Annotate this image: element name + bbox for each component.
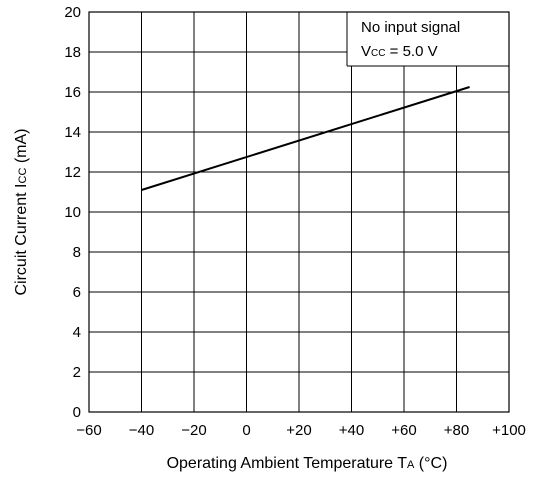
y-axis-label-text: Circuit Current (13, 188, 30, 296)
annotation-background (347, 12, 509, 66)
series-layer (141, 86, 470, 191)
y-axis-label-symbol: I (13, 183, 30, 187)
x-tick-label: +40 (339, 422, 364, 439)
y-axis-label-unit: (mA) (13, 128, 30, 167)
x-tick-label: −60 (76, 422, 101, 439)
y-tick-label: 4 (73, 324, 81, 341)
annotation-subscript: CC (371, 48, 385, 59)
y-axis-label: Circuit Current ICC (mA) (13, 128, 30, 295)
x-tick-label: 0 (242, 422, 250, 439)
y-tick-label: 14 (64, 124, 81, 141)
y-tick-label: 2 (73, 364, 81, 381)
grid-lines (89, 12, 509, 412)
x-axis-label: Operating Ambient Temperature TA (°C) (167, 455, 448, 472)
x-axis-label-unit: (°C) (414, 455, 447, 472)
axis-labels: Operating Ambient Temperature TA (°C) Cir… (13, 128, 447, 472)
plot-frame (88, 11, 510, 413)
x-tick-label: +60 (391, 422, 416, 439)
y-tick-label: 8 (73, 244, 81, 261)
x-tick-label: +80 (444, 422, 469, 439)
x-tick-label: −20 (181, 422, 206, 439)
x-tick-labels: −60 −40 −20 0 +20 +40 +60 +80 +100 (76, 422, 526, 439)
y-tick-label: 6 (73, 284, 81, 301)
x-axis-label-text: Operating Ambient Temperature (167, 455, 398, 472)
y-tick-label: 20 (64, 4, 81, 21)
annotation-value: = 5.0 V (385, 43, 437, 60)
y-tick-label: 12 (64, 164, 81, 181)
y-tick-label: 0 (73, 404, 81, 421)
annotation-box: No input signal VCC = 5.0 V (346, 12, 509, 67)
x-axis-label-subscript: A (407, 459, 415, 471)
x-tick-label: −40 (129, 422, 154, 439)
annotation-line-1: No input signal (361, 19, 460, 36)
y-axis-label-subscript: CC (17, 168, 29, 184)
series-line-0 (141, 86, 470, 191)
y-tick-label: 16 (64, 84, 81, 101)
x-tick-label: +100 (492, 422, 526, 439)
x-tick-label: +20 (286, 422, 311, 439)
y-tick-labels: 0 2 4 6 8 10 12 14 16 18 20 (64, 4, 81, 421)
annotation-symbol: V (361, 43, 371, 60)
y-tick-label: 10 (64, 204, 81, 221)
x-axis-label-symbol: T (397, 455, 407, 472)
y-tick-label: 18 (64, 44, 81, 61)
annotation-line-2: VCC = 5.0 V (361, 43, 438, 60)
